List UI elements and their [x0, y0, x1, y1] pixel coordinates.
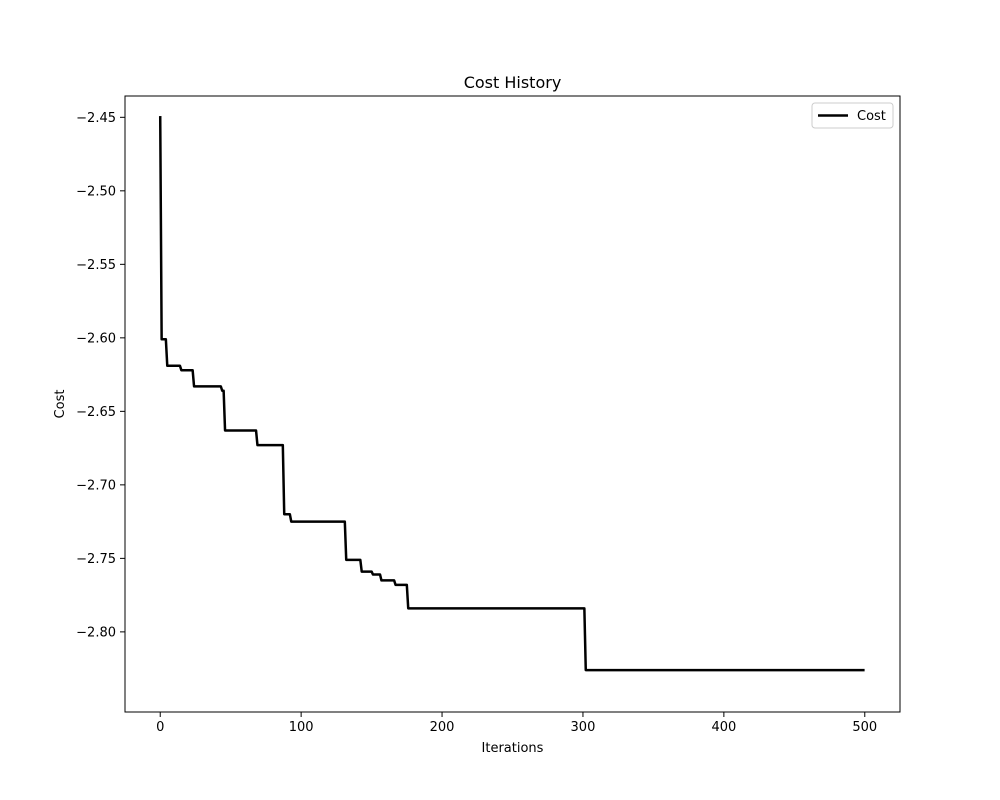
chart-title: Cost History [464, 73, 562, 92]
x-tick-label: 500 [852, 720, 877, 735]
axes-frame [124, 95, 901, 713]
y-tick-label: −2.75 [76, 552, 116, 567]
x-tick-label: 200 [430, 720, 455, 735]
y-tick-label: −2.45 [76, 111, 116, 126]
y-tick-label: −2.70 [76, 478, 116, 493]
x-tick-label: 100 [289, 720, 314, 735]
series-line-cost [158, 116, 865, 672]
legend-label-cost: Cost [857, 109, 886, 124]
x-tick-label: 400 [711, 720, 736, 735]
legend-box [811, 102, 894, 129]
plot-area [158, 116, 865, 672]
legend: Cost [811, 102, 894, 129]
y-axis-label: Cost [53, 390, 68, 419]
y-tick-label: −2.60 [76, 331, 116, 346]
x-axis-ticks: 0 100 200 300 400 500 [156, 712, 877, 735]
x-tick-label: 0 [156, 720, 164, 735]
y-tick-label: −2.80 [76, 625, 116, 640]
x-axis-label: Iterations [482, 741, 544, 756]
y-tick-label: −2.65 [76, 405, 116, 420]
x-tick-label: 300 [571, 720, 596, 735]
y-tick-label: −2.55 [76, 258, 116, 273]
y-tick-label: −2.50 [76, 184, 116, 199]
y-axis-ticks: −2.45 −2.50 −2.55 −2.60 −2.65 −2.70 −2.75 −2.80 [76, 111, 125, 640]
